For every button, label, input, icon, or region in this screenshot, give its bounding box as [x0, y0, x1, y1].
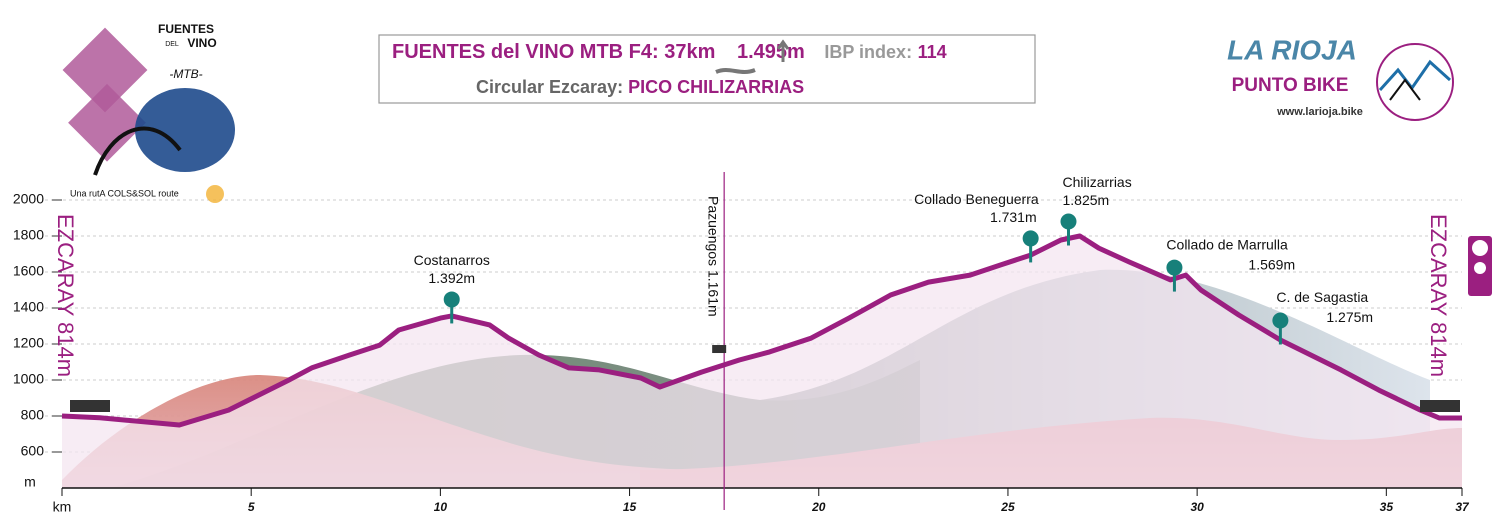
y-tick-label: 2000: [13, 191, 44, 207]
distance-icon: [715, 68, 756, 74]
peak-marker: [1022, 230, 1039, 247]
brand-sub: PUNTO BIKE: [1232, 75, 1349, 96]
chart-title: FUENTES del VINO MTB F4: 37km 1.495m IBP…: [392, 41, 947, 63]
peak-name: Costanarros: [414, 252, 490, 268]
peak-marker: [1060, 213, 1077, 230]
x-tick-label: 10: [434, 500, 448, 514]
peak-marker: [1166, 259, 1183, 276]
subtitle: PICO CHILIZARRIAS: [628, 77, 804, 97]
peak-name: C. de Sagastia: [1276, 289, 1368, 305]
x-tick-label: 35: [1380, 500, 1394, 514]
brand-name: LA RIOJA: [1227, 34, 1357, 65]
x-tick-label: 20: [811, 500, 826, 514]
peak-name: Collado Beneguerra: [914, 191, 1039, 207]
peak-elevation: 1.275m: [1326, 309, 1373, 325]
x-tick-label: 5: [248, 500, 255, 514]
license-badge: [1468, 236, 1492, 296]
title-distance: 37km: [664, 41, 715, 63]
y-tick-label: 1400: [13, 299, 44, 315]
profile-area: [62, 236, 1462, 488]
y-tick-label: 1800: [13, 227, 44, 243]
x-tick-label: 25: [1000, 500, 1015, 514]
profile-line: [61, 233, 1462, 428]
ibp-value: 114: [918, 42, 947, 62]
peak-elevation: 1.731m: [990, 209, 1037, 225]
peak-name: Chilizarrias: [1062, 174, 1131, 190]
peak-name: Collado de Marrulla: [1166, 236, 1288, 252]
plot: 600 800 1000 1200 1400 1600 1800 2000 m km 5 10 15 20…: [13, 172, 1470, 515]
logo-text: VINO: [187, 36, 216, 50]
climb-icon: [776, 39, 790, 62]
title-climb: 1.495m: [737, 41, 805, 63]
logo-right: LA RIOJA PUNTO BIKE www.larioja.bike: [1227, 34, 1454, 121]
x-tick-label: 15: [623, 500, 637, 514]
brand-url: www.larioja.bike: [1276, 106, 1363, 118]
y-tick-label: 1200: [13, 335, 44, 351]
title-box: [378, 34, 1036, 104]
y-tick-label: 1000: [13, 371, 44, 387]
village-icon: [1420, 400, 1460, 412]
peak-elevation: 1.569m: [1248, 256, 1295, 272]
y-tick-label: 600: [21, 443, 45, 459]
logo-text: DEL: [165, 41, 179, 48]
end-label: EZCARAY 814m: [1426, 214, 1451, 377]
x-tick-label: 30: [1190, 500, 1204, 514]
x-tick-label: 37: [1455, 500, 1470, 514]
chart-subtitle: Circular Ezcaray: PICO CHILIZARRIAS: [476, 77, 804, 97]
y-axis-label: m: [24, 474, 36, 490]
y-tick-label: 1600: [13, 263, 44, 279]
logo-left: FUENTES DEL VINO -MTB- Una rutA COLS&SOL…: [62, 22, 235, 203]
logo-tagline: Una rutA COLS&SOL route: [70, 188, 179, 198]
peak-elevation: 1.392m: [428, 270, 475, 286]
peak-marker: [443, 291, 460, 308]
logo-text: FUENTES: [158, 22, 214, 36]
x-axis-label: km: [53, 499, 72, 515]
village-icon: [70, 400, 110, 412]
peak-elevation: 1.825m: [1062, 192, 1109, 208]
waypoint-marker: [712, 345, 727, 354]
peak-marker: [1272, 312, 1289, 329]
start-label: EZCARAY 814m: [53, 214, 78, 377]
y-tick-label: 800: [21, 407, 45, 423]
logo-text: -MTB-: [169, 67, 202, 81]
ibp-label: IBP index:: [824, 42, 912, 62]
waypoint-label: Pazuengos 1.161m: [705, 196, 721, 317]
subtitle-prefix: Circular Ezcaray:: [476, 77, 623, 97]
title-main: FUENTES del VINO MTB F4:: [392, 41, 659, 63]
